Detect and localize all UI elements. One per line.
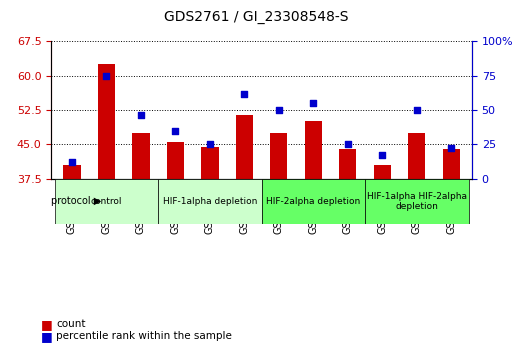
Text: count: count bbox=[56, 319, 86, 329]
Text: percentile rank within the sample: percentile rank within the sample bbox=[56, 332, 232, 341]
Bar bbox=[443, 149, 460, 179]
Point bbox=[344, 141, 352, 147]
Bar bbox=[64, 165, 81, 179]
Bar bbox=[373, 165, 391, 179]
Bar bbox=[98, 64, 115, 179]
Point bbox=[103, 73, 111, 78]
Point bbox=[171, 128, 180, 133]
Bar bbox=[236, 115, 253, 179]
Point bbox=[309, 100, 318, 106]
Bar bbox=[305, 121, 322, 179]
Text: ■: ■ bbox=[41, 330, 53, 343]
Text: HIF-1alpha depletion: HIF-1alpha depletion bbox=[163, 197, 257, 206]
Point bbox=[447, 146, 456, 151]
FancyBboxPatch shape bbox=[158, 179, 262, 224]
Bar bbox=[132, 133, 150, 179]
FancyBboxPatch shape bbox=[55, 179, 158, 224]
Text: HIF-2alpha depletion: HIF-2alpha depletion bbox=[266, 197, 361, 206]
Point bbox=[275, 107, 283, 113]
Text: ■: ■ bbox=[41, 318, 53, 331]
Point bbox=[137, 113, 145, 118]
Text: protocol ▶: protocol ▶ bbox=[51, 196, 102, 206]
FancyBboxPatch shape bbox=[262, 179, 365, 224]
Point bbox=[412, 107, 421, 113]
Point bbox=[206, 141, 214, 147]
Bar bbox=[201, 147, 219, 179]
Bar bbox=[270, 133, 287, 179]
Point bbox=[240, 91, 248, 96]
Text: control: control bbox=[91, 197, 122, 206]
Point bbox=[68, 159, 76, 165]
Bar bbox=[339, 149, 357, 179]
Text: GDS2761 / GI_23308548-S: GDS2761 / GI_23308548-S bbox=[164, 10, 349, 24]
Bar bbox=[167, 142, 184, 179]
Bar bbox=[408, 133, 425, 179]
Text: HIF-1alpha HIF-2alpha
depletion: HIF-1alpha HIF-2alpha depletion bbox=[367, 192, 467, 211]
FancyBboxPatch shape bbox=[365, 179, 468, 224]
Point bbox=[378, 152, 386, 158]
